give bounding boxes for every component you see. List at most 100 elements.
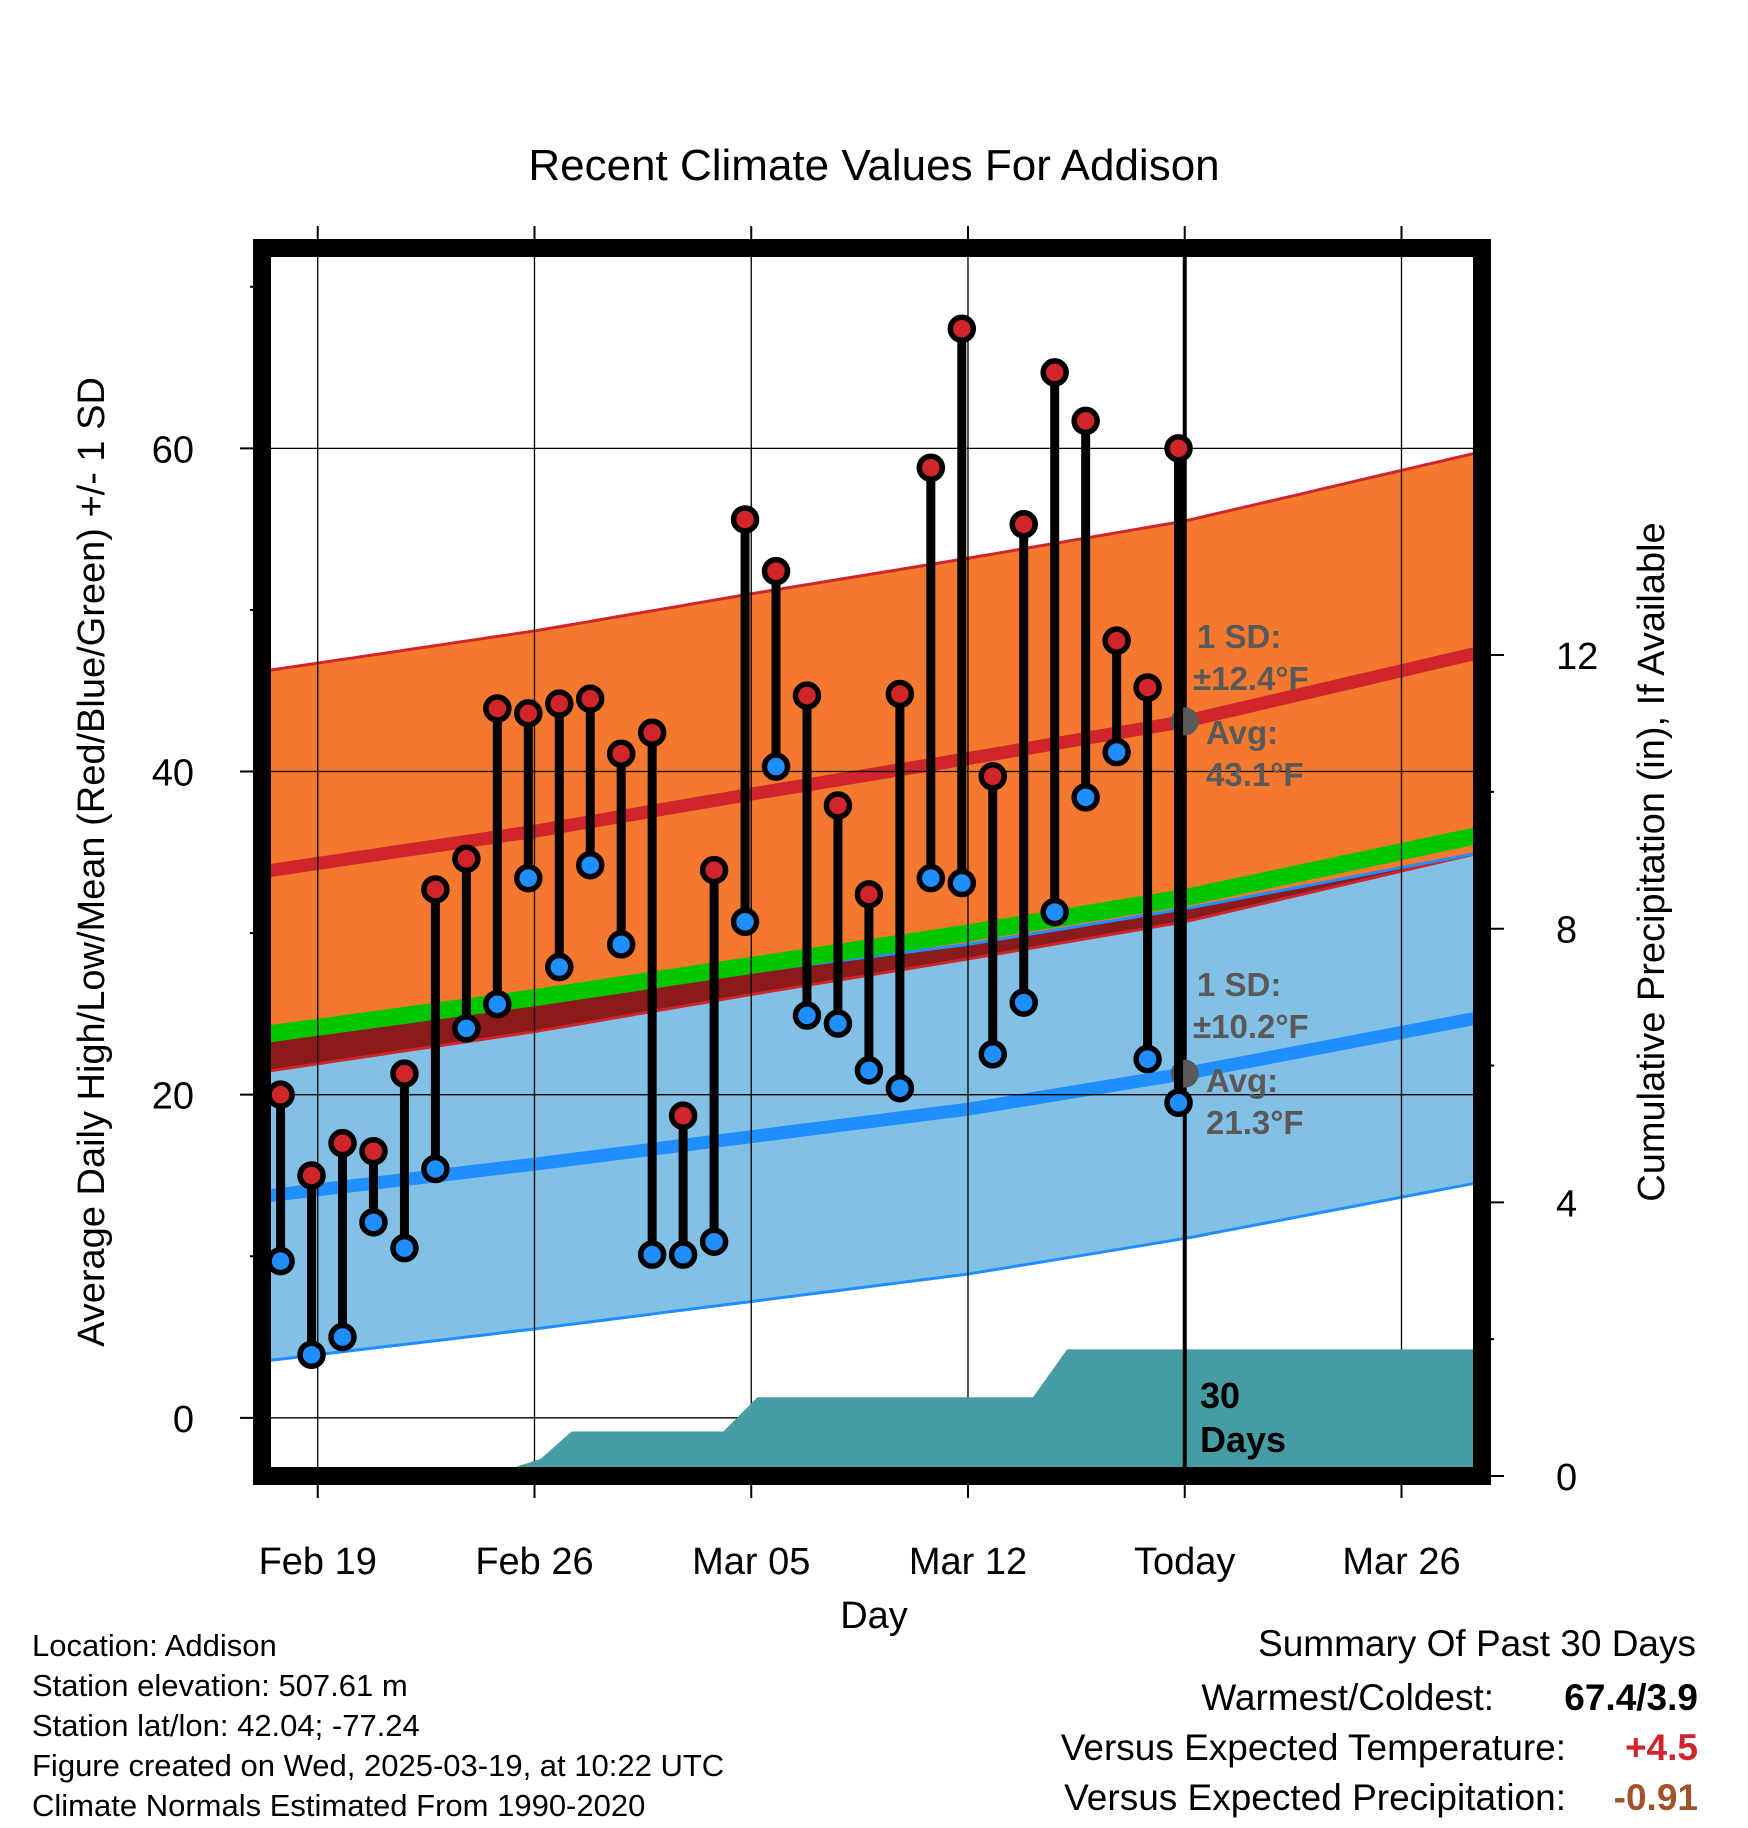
obs-low-marker [483, 989, 512, 1019]
left-tick-label: 40 [152, 753, 194, 795]
right-tick-label: 8 [1556, 910, 1577, 952]
obs-low-marker [1102, 737, 1131, 767]
precip-anomaly-label: Versus Expected Precipitation: [1064, 1777, 1566, 1818]
obs-high-marker [545, 689, 574, 718]
plot-frame [253, 239, 1491, 1485]
chart-title: Recent Climate Values For Addison [528, 141, 1219, 190]
high-upper-sd-line [262, 450, 1482, 673]
left-tick-label: 0 [173, 1399, 194, 1441]
low-sd-value: ±10.2°F [1193, 1008, 1309, 1045]
obs-high-marker [916, 453, 946, 482]
obs-low-marker [885, 1073, 915, 1103]
obs-low-marker [792, 1001, 822, 1030]
obs-low-marker [1009, 988, 1038, 1017]
temp-anomaly-label: Versus Expected Temperature: [1061, 1727, 1566, 1768]
low-annotation: 1 SD: ±10.2°F Avg: 21.3°F [1193, 966, 1309, 1141]
right-tick-label: 0 [1556, 1457, 1577, 1499]
obs-high-marker [328, 1128, 357, 1158]
obs-high-marker [823, 791, 853, 820]
obs-low-marker [978, 1040, 1008, 1069]
obs-high-marker [452, 844, 481, 874]
obs-low-marker [606, 930, 636, 959]
x-tick-label: Mar 12 [909, 1541, 1027, 1583]
obs-low-marker [854, 1056, 884, 1085]
obs-low-marker [545, 952, 574, 982]
obs-high-marker [885, 679, 915, 709]
obs-high-marker [637, 718, 667, 747]
low-lower-sd-line [262, 1180, 1482, 1363]
info-elevation: Station elevation: 507.61 m [32, 1668, 408, 1703]
right-tick-label: 12 [1556, 636, 1598, 678]
info-created: Figure created on Wed, 2025-03-19, at 10… [32, 1748, 724, 1783]
obs-high-marker [575, 684, 605, 714]
obs-low-marker [699, 1227, 729, 1256]
high-normal-line [262, 645, 1482, 879]
obs-high-marker [483, 694, 512, 723]
obs-low-marker [823, 1009, 853, 1038]
info-latlon: Station lat/lon: 42.04; -77.24 [32, 1708, 420, 1743]
precip-anomaly-value: -0.91 [1614, 1777, 1698, 1818]
y-axis-left-label: Average Daily High/Low/Mean (Red/Blue/Gr… [71, 377, 113, 1347]
obs-low-marker [1164, 1088, 1193, 1118]
obs-high-marker [297, 1161, 326, 1190]
low-sd-label: 1 SD: [1197, 966, 1281, 1003]
left-y-axis: 0 20 40 60 [152, 285, 262, 1441]
obs-high-marker [699, 855, 729, 885]
daily-observations [266, 314, 1193, 1370]
x-axis: Feb 19 Feb 26 Mar 05 Mar 12 Today Mar 26 [259, 226, 1461, 1583]
summary-panel: Summary Of Past 30 Days Warmest/Coldest:… [1061, 1623, 1698, 1818]
precip-area [262, 1349, 1482, 1476]
obs-high-marker [668, 1101, 698, 1130]
warm-cold-label: Warmest/Coldest: [1201, 1677, 1494, 1718]
obs-high-marker [761, 556, 791, 586]
obs-low-marker [1040, 897, 1069, 927]
obs-low-marker [266, 1246, 295, 1276]
obs-high-marker [1040, 358, 1069, 387]
obs-high-marker [266, 1080, 295, 1109]
high-avg-label: Avg: [1206, 714, 1278, 751]
grid-lines [262, 248, 1482, 1476]
station-info: Location: Addison Station elevation: 507… [32, 1628, 724, 1823]
period-unit: Days [1200, 1419, 1286, 1460]
obs-low-marker [514, 863, 543, 893]
obs-high-marker [1009, 510, 1038, 539]
x-tick-label: Today [1134, 1541, 1235, 1583]
obs-low-marker [1133, 1044, 1162, 1074]
obs-high-marker [421, 875, 450, 904]
low-avg-value: 21.3°F [1206, 1104, 1304, 1141]
x-tick-label: Mar 05 [692, 1541, 810, 1583]
x-tick-label: Feb 19 [259, 1541, 377, 1583]
period-number: 30 [1200, 1375, 1240, 1416]
obs-low-marker [359, 1208, 388, 1237]
obs-low-marker [297, 1340, 326, 1370]
left-tick-label: 60 [152, 429, 194, 471]
y-axis-right-label: Cumulative Precipitation (in), If Availa… [1631, 522, 1673, 1201]
summary-heading: Summary Of Past 30 Days [1258, 1623, 1696, 1664]
cumulative-precip-area [262, 1349, 1482, 1476]
right-tick-label: 4 [1556, 1183, 1577, 1225]
x-axis-label: Day [840, 1595, 908, 1637]
obs-high-marker [792, 681, 822, 710]
obs-low-marker [761, 752, 791, 781]
obs-low-marker [668, 1240, 698, 1269]
obs-high-marker [947, 314, 977, 344]
obs-low-marker [947, 868, 977, 898]
temp-anomaly-value: +4.5 [1625, 1727, 1698, 1768]
high-sd-label: 1 SD: [1197, 618, 1281, 655]
obs-high-marker [606, 739, 636, 768]
obs-high-marker [390, 1059, 419, 1088]
obs-low-marker [1071, 783, 1100, 812]
high-annotation: 1 SD: ±12.4°F Avg: 43.1°F [1193, 618, 1309, 793]
left-tick-label: 20 [152, 1076, 194, 1118]
obs-low-marker [916, 863, 946, 893]
obs-high-marker [1071, 406, 1100, 436]
low-avg-label: Avg: [1206, 1062, 1278, 1099]
warm-cold-value: 67.4/3.9 [1564, 1677, 1698, 1718]
info-location: Location: Addison [32, 1628, 277, 1663]
obs-high-marker [978, 762, 1008, 791]
obs-high-marker [1102, 626, 1131, 655]
obs-high-marker [1133, 673, 1162, 702]
obs-low-marker [730, 907, 760, 937]
obs-low-marker [452, 1014, 481, 1043]
